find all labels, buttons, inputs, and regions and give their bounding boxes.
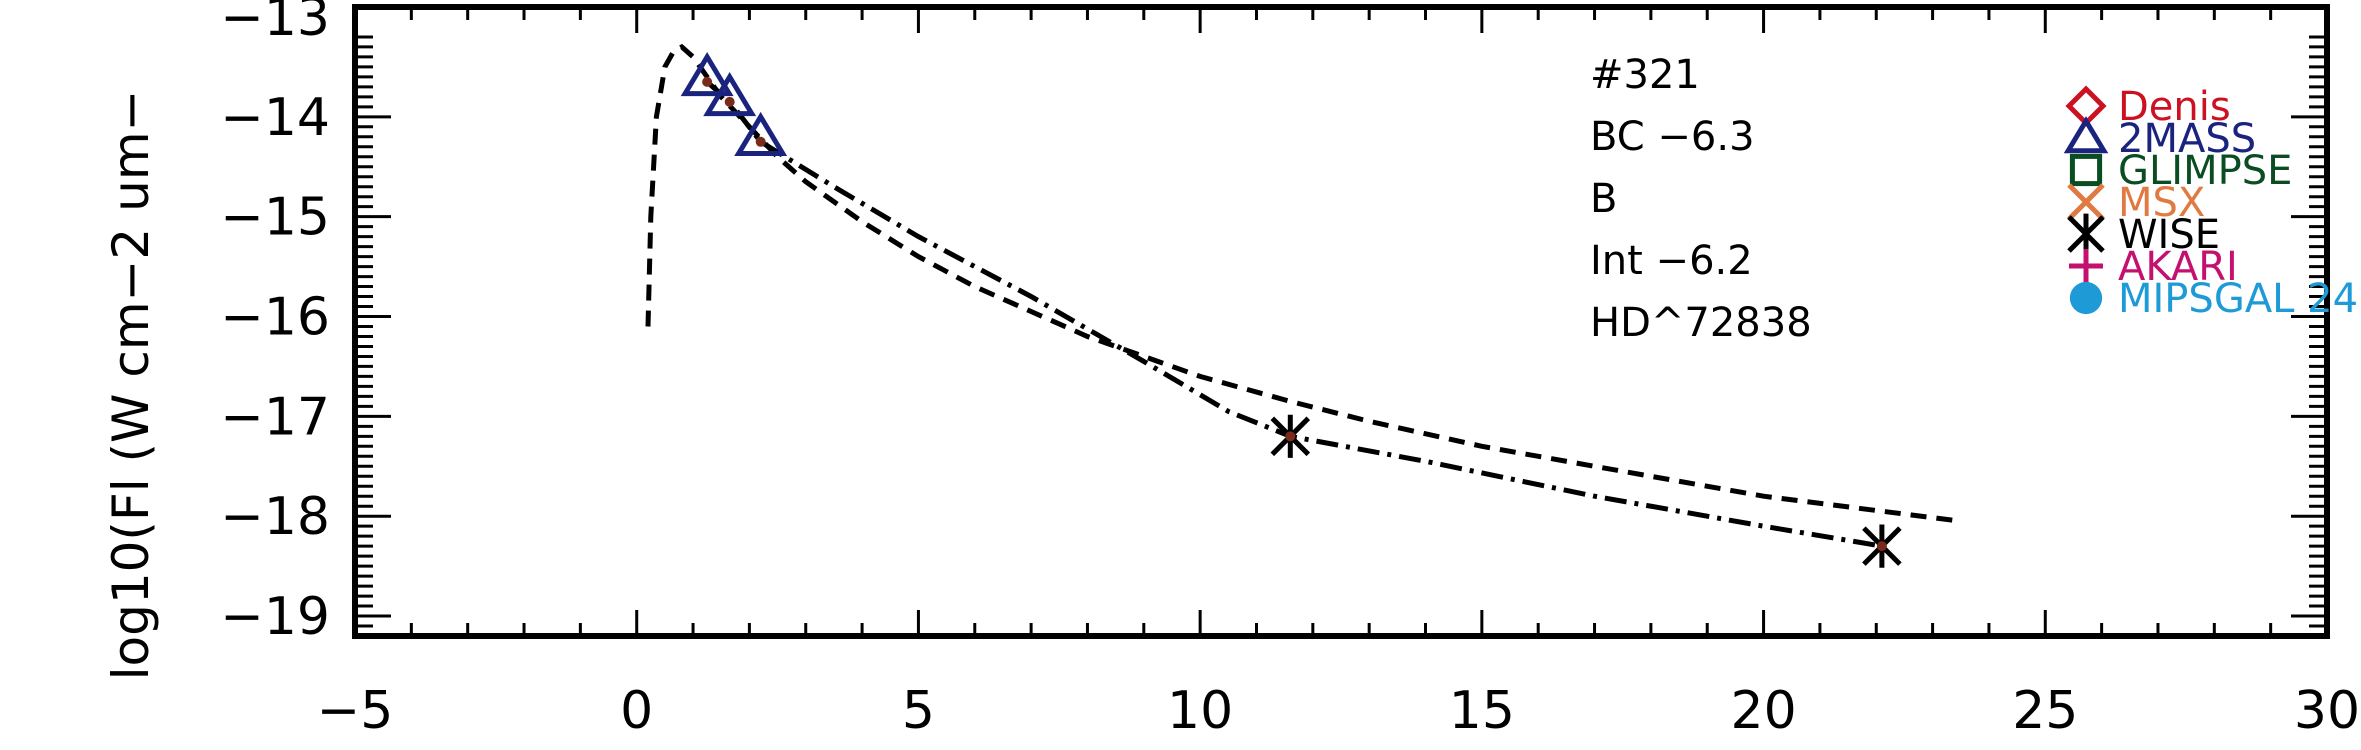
annotation-line: BC −6.3 <box>1590 114 1755 160</box>
data-point-photometry <box>702 76 713 87</box>
x-tick-label: 15 <box>1449 681 1515 741</box>
legend-label: GLIMPSE <box>2118 148 2292 194</box>
y-tick-label: −14 <box>220 88 330 148</box>
legend-label: Denis <box>2118 84 2231 130</box>
legend-label: MIPSGAL 24 <box>2118 276 2358 322</box>
legend-marker-msx <box>2067 183 2105 221</box>
x-tick-label: 10 <box>1167 681 1233 741</box>
annotation-line: Int −6.2 <box>1590 238 1753 284</box>
y-tick-label: −16 <box>220 288 330 348</box>
x-tick-label: 0 <box>620 681 653 741</box>
annotations: #321 BC −6.3 B Int −6.2 HD^72838 <box>1590 52 1812 346</box>
data-point-photometry <box>724 96 735 107</box>
x-tick-label: 20 <box>1730 681 1796 741</box>
y-axis-label: log10(Fl (W cm−2 um− <box>102 90 160 681</box>
legend-marker-2mass <box>2063 116 2109 154</box>
data-point-2mass <box>680 52 734 97</box>
x-tick-label: 5 <box>902 681 935 741</box>
y-tick-label: −18 <box>220 487 330 547</box>
x-tick-label: −5 <box>317 681 394 741</box>
legend-label: MSX <box>2118 180 2205 226</box>
axes: −5 0 5 10 15 20 25 30 −13 −14 −15 −16 −17 −18 −19 <box>220 0 2360 741</box>
x-tick-label: 25 <box>2012 681 2078 741</box>
legend-label: WISE <box>2118 212 2220 258</box>
y-tick-label: −17 <box>220 387 330 447</box>
fit-curve-dashdot <box>705 80 1883 549</box>
legend-marker-mipsgal-24 <box>2069 281 2103 315</box>
x-tick-label: 30 <box>2294 681 2360 741</box>
y-tick-label: −13 <box>220 0 330 48</box>
legend-marker-glimpse <box>2069 153 2103 187</box>
legend-marker-akari <box>2069 249 2103 283</box>
data-point-photometry <box>755 136 766 147</box>
data-point-photometry <box>1876 541 1887 552</box>
annotation-line: B <box>1590 176 1617 222</box>
legend-label: 2MASS <box>2118 116 2256 162</box>
legend-marker-wise <box>2067 213 2105 255</box>
annotation-line: HD^72838 <box>1590 300 1812 346</box>
legend-label: AKARI <box>2118 244 2238 290</box>
annotation-line: #321 <box>1590 52 1700 98</box>
plot-frame <box>352 4 2330 639</box>
model-curves <box>645 43 1962 549</box>
data-markers <box>680 52 1902 568</box>
y-tick-label: −15 <box>220 188 330 248</box>
data-point-2mass <box>734 111 788 157</box>
data-point-2mass <box>703 71 757 117</box>
data-point-photometry <box>1285 431 1296 442</box>
y-tick-label: −19 <box>220 587 330 647</box>
